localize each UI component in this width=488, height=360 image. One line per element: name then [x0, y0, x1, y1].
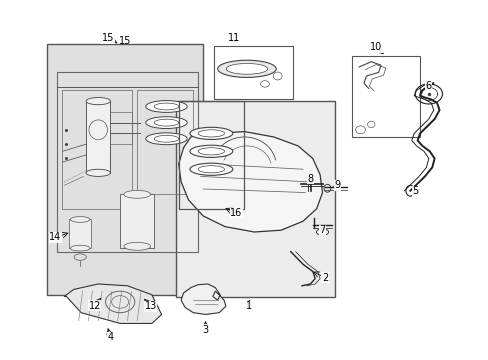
Ellipse shape	[189, 145, 232, 157]
Ellipse shape	[189, 163, 232, 175]
Ellipse shape	[145, 100, 187, 112]
Bar	[110, 112, 132, 144]
Bar	[351, 56, 419, 137]
Ellipse shape	[123, 190, 150, 198]
Text: 10: 10	[369, 42, 382, 52]
Ellipse shape	[226, 63, 267, 74]
Polygon shape	[178, 132, 322, 232]
Text: 16: 16	[230, 208, 242, 218]
Ellipse shape	[154, 103, 178, 110]
Ellipse shape	[198, 148, 224, 155]
Text: 2: 2	[321, 273, 327, 283]
Bar	[86, 101, 110, 173]
Text: 7: 7	[319, 225, 325, 235]
Bar	[47, 44, 203, 295]
Text: 9: 9	[333, 180, 340, 190]
Polygon shape	[64, 284, 161, 323]
Ellipse shape	[198, 166, 224, 173]
Text: 15: 15	[102, 33, 114, 43]
Ellipse shape	[189, 127, 232, 139]
Bar	[214, 45, 293, 99]
Ellipse shape	[70, 217, 90, 222]
Ellipse shape	[86, 169, 110, 176]
Ellipse shape	[198, 130, 224, 137]
Bar	[137, 90, 193, 194]
Text: 15: 15	[119, 36, 131, 45]
Text: 1: 1	[246, 301, 252, 311]
Ellipse shape	[86, 98, 110, 105]
Text: 14: 14	[49, 232, 61, 242]
Bar	[57, 72, 198, 252]
Ellipse shape	[217, 60, 276, 77]
Ellipse shape	[70, 245, 90, 251]
Text: 12: 12	[88, 301, 101, 311]
Bar	[176, 101, 334, 297]
Ellipse shape	[145, 133, 187, 145]
Ellipse shape	[154, 135, 178, 142]
Text: 13: 13	[144, 301, 157, 311]
Bar	[120, 194, 154, 248]
Text: 11: 11	[227, 33, 240, 43]
Polygon shape	[181, 284, 225, 315]
Bar	[69, 220, 91, 248]
Ellipse shape	[154, 119, 178, 126]
Text: 8: 8	[306, 174, 313, 184]
Text: 3: 3	[202, 325, 208, 335]
Text: 4: 4	[107, 332, 113, 342]
Bar	[178, 101, 244, 209]
Ellipse shape	[123, 242, 150, 250]
Ellipse shape	[145, 117, 187, 129]
Bar	[61, 90, 132, 209]
Text: 6: 6	[425, 81, 431, 91]
Text: 5: 5	[411, 186, 417, 197]
